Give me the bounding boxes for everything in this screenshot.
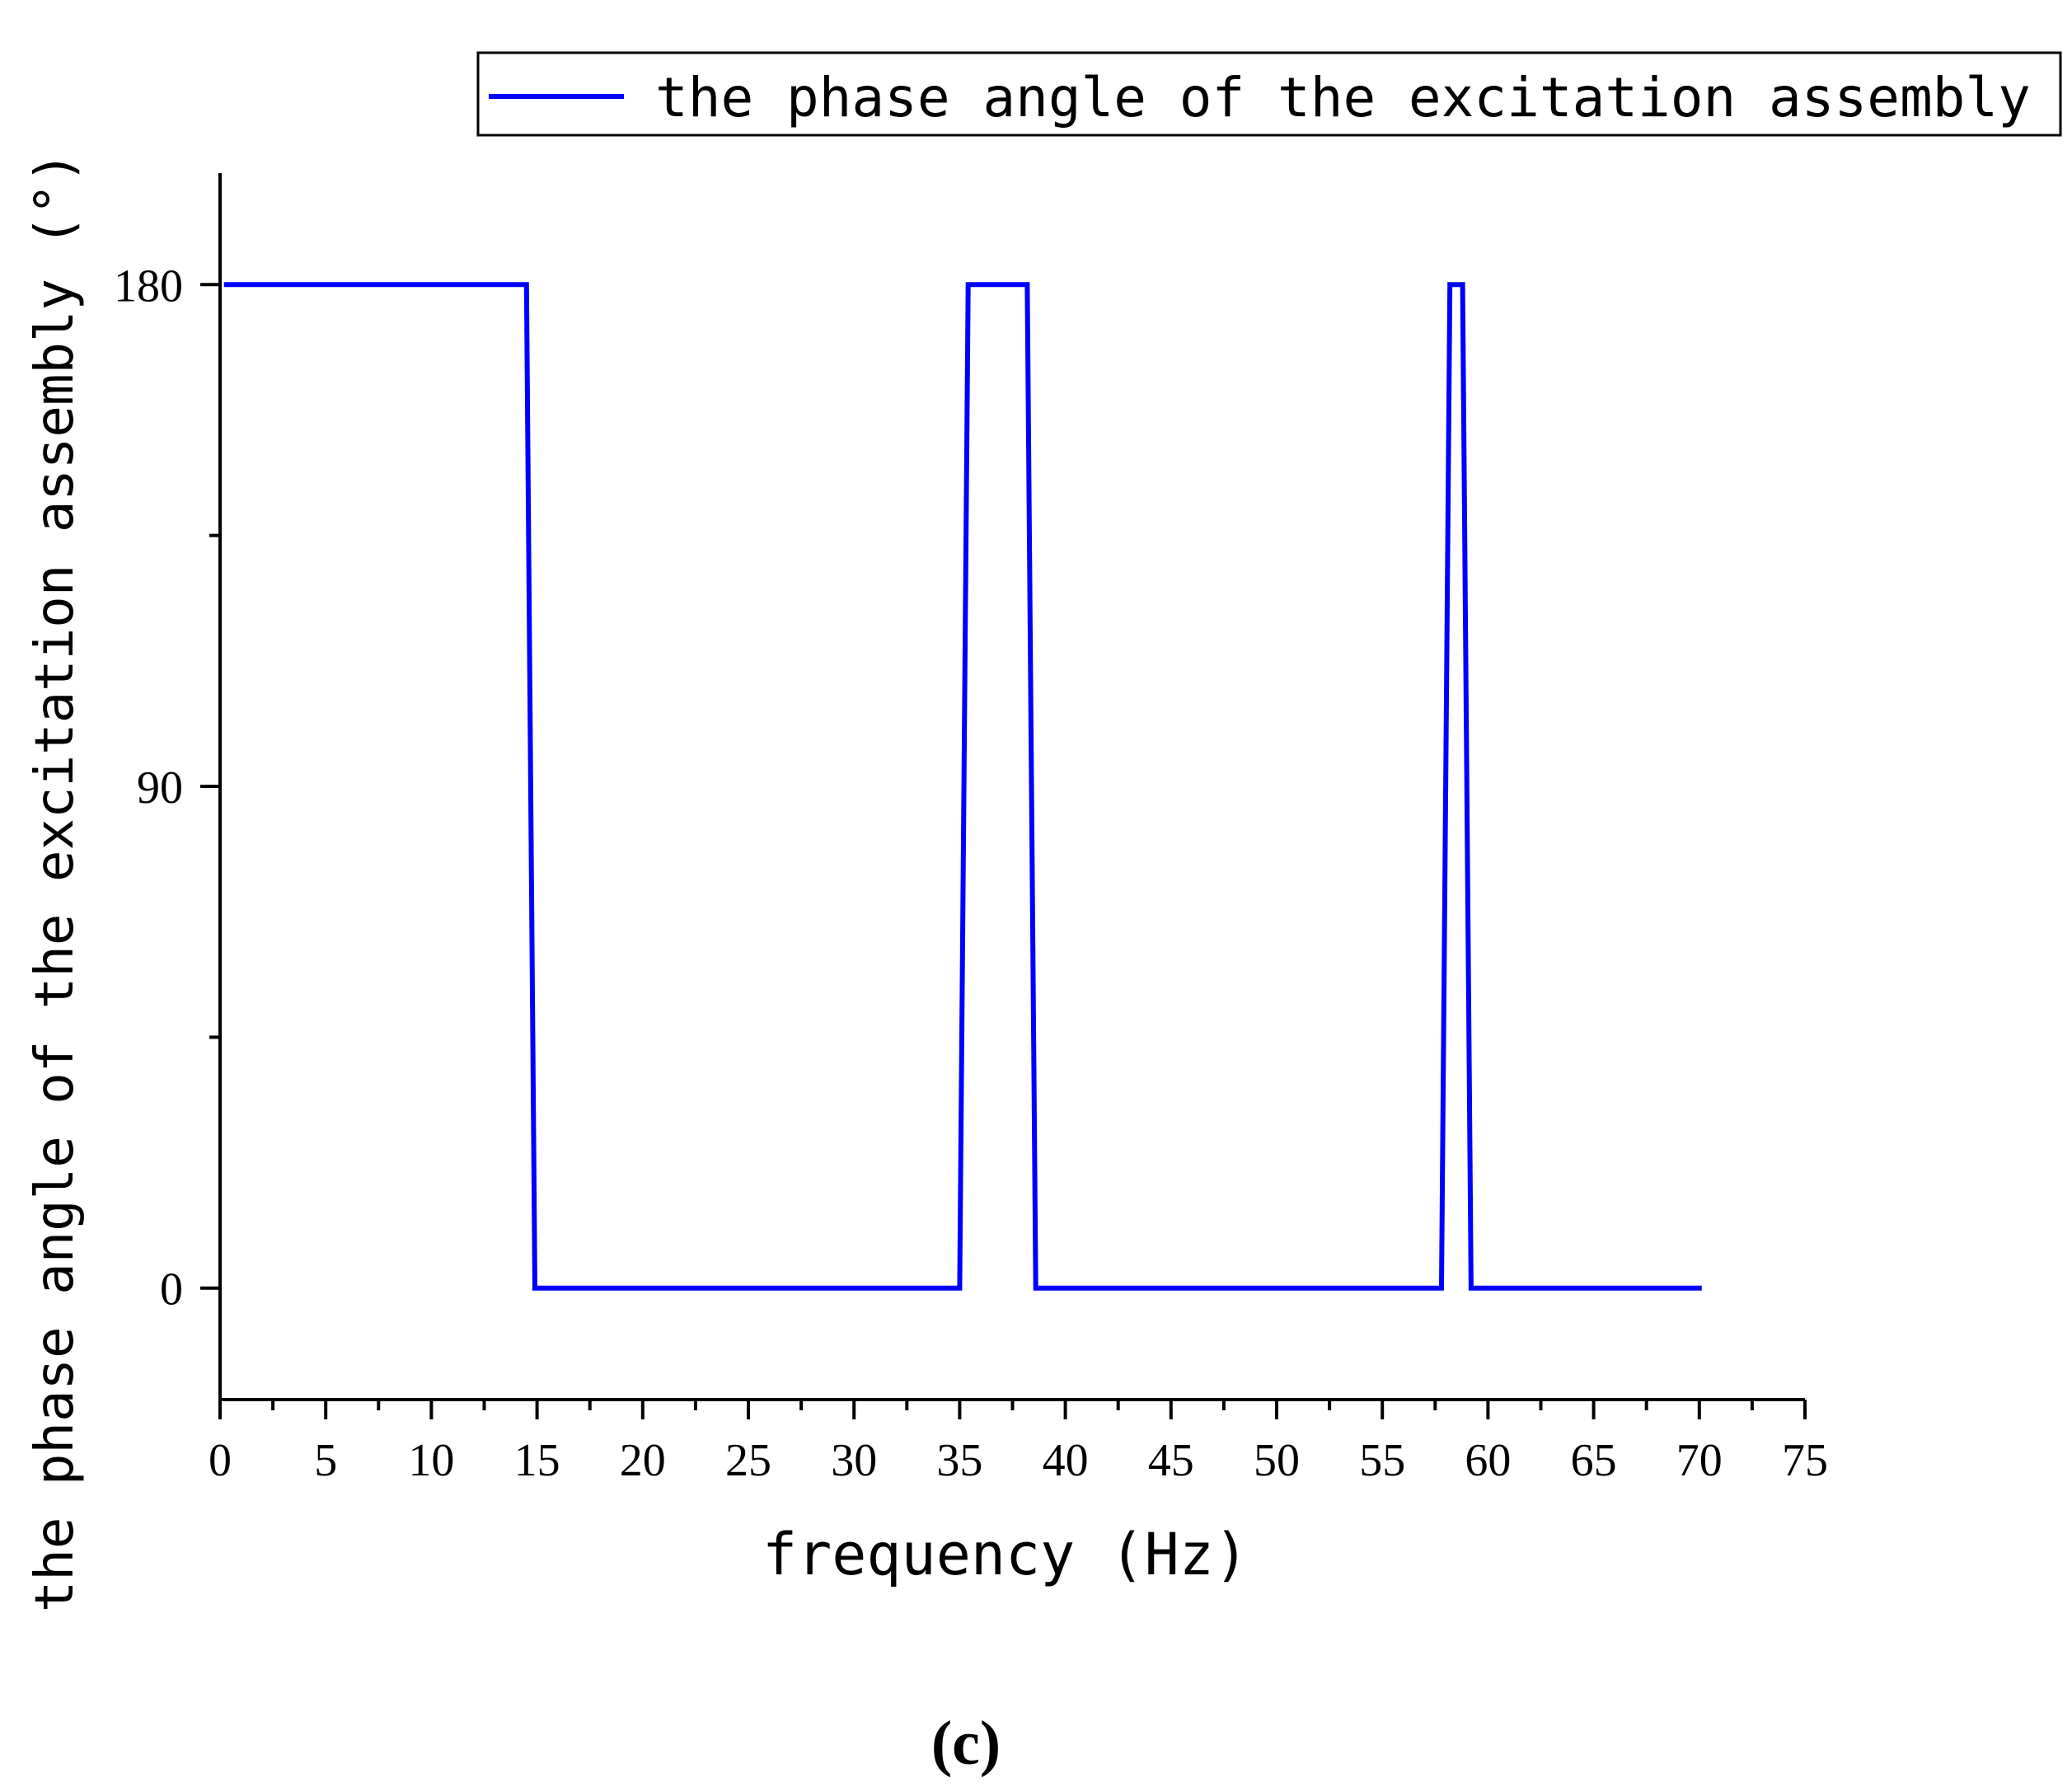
- series-line: [223, 282, 1702, 1291]
- x-tick-label: 15: [514, 1435, 560, 1486]
- axes: [218, 173, 1805, 1401]
- panel-label: (c): [931, 1709, 1001, 1778]
- y-tick-label: 0: [160, 1264, 183, 1316]
- x-tick-label: 0: [209, 1435, 232, 1486]
- x-tick-label: 35: [936, 1435, 982, 1486]
- x-axis-title: frequency (Hz): [762, 1521, 1249, 1588]
- series: [223, 282, 1702, 1291]
- x-tick-label: 60: [1465, 1435, 1511, 1486]
- x-tick-label: 50: [1254, 1435, 1300, 1486]
- y-tick-label: 180: [114, 260, 183, 312]
- x-tick-label: 30: [831, 1435, 877, 1486]
- legend-label: the phase angle of the excitation assemb…: [655, 66, 2031, 129]
- legend-box: [476, 51, 2062, 137]
- x-tick-label: 10: [408, 1435, 454, 1486]
- ticks: 0 5 10 15 20 25 30 35 40 45 50 55 60 65 70 75 0 90 180: [114, 260, 1828, 1486]
- x-tick-label: 25: [725, 1435, 771, 1486]
- y-axis-title: the phase angle of the excitation assemb…: [25, 152, 86, 1612]
- legend: the phase angle of the excitation assemb…: [476, 51, 2062, 137]
- x-tick-label: 40: [1043, 1435, 1089, 1486]
- x-tick-label: 20: [620, 1435, 666, 1486]
- x-tick-label: 65: [1571, 1435, 1617, 1486]
- x-tick-label: 75: [1782, 1435, 1828, 1486]
- x-tick-label: 55: [1359, 1435, 1405, 1486]
- x-tick-label: 70: [1676, 1435, 1723, 1486]
- x-tick-label: 45: [1148, 1435, 1194, 1486]
- x-tick-label: 5: [314, 1435, 337, 1486]
- y-tick-label: 90: [137, 762, 183, 814]
